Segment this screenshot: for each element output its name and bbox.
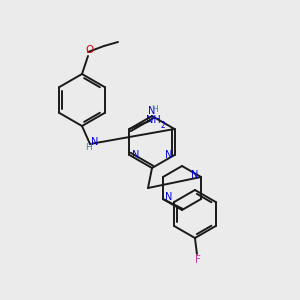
Text: H: H (85, 143, 92, 152)
Text: N: N (132, 150, 139, 160)
Text: F: F (195, 255, 201, 265)
Text: N: N (91, 137, 99, 147)
Text: O: O (85, 45, 93, 55)
Text: N: N (148, 106, 156, 116)
Text: NH: NH (146, 115, 161, 125)
Text: 2: 2 (160, 121, 165, 130)
Text: N: N (165, 150, 172, 160)
Text: N: N (165, 192, 172, 202)
Text: H: H (151, 106, 158, 115)
Text: N: N (191, 170, 199, 180)
